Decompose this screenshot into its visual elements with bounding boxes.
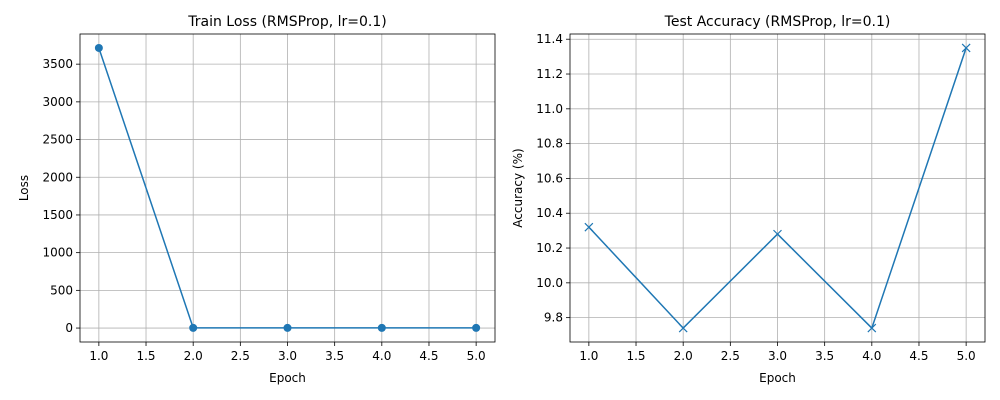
loss-point-3 — [377, 323, 386, 332]
acc-point-3 — [867, 323, 877, 333]
acc-ytick-label-4: 10.6 — [536, 171, 563, 185]
test-accuracy-chart: 1.0 1.5 2.0 2.5 3.0 3.5 4.0 4.5 5.0 9.8 10.0 10.2 10… — [511, 14, 986, 385]
loss-point-2 — [283, 323, 292, 332]
loss-y-axis-label: Loss — [17, 175, 31, 201]
acc-point-4 — [961, 43, 971, 53]
loss-ytick-label-3: 1500 — [42, 208, 73, 222]
loss-xtick-label-8: 5.0 — [467, 349, 486, 363]
loss-ytick-label-6: 3000 — [42, 95, 73, 109]
loss-xtick-label-5: 3.5 — [325, 349, 344, 363]
loss-ytick-label-1: 500 — [50, 283, 73, 297]
acc-point-2 — [773, 229, 782, 239]
acc-chart-title: Test Accuracy (RMSProp, lr=0.1) — [664, 14, 891, 30]
acc-ytick-label-0: 9.8 — [544, 311, 563, 325]
loss-xtick-label-1: 1.5 — [136, 349, 155, 363]
acc-point-1 — [678, 323, 688, 333]
loss-point-0 — [94, 43, 103, 52]
acc-xtick-label-8: 5.0 — [957, 349, 976, 363]
loss-xtick-label-3: 2.5 — [231, 349, 250, 363]
acc-ytick-label-3: 10.4 — [536, 206, 563, 220]
loss-ytick-label-2: 1000 — [42, 246, 73, 260]
acc-ytick-label-1: 10.0 — [536, 276, 563, 290]
acc-x-axis-label: Epoch — [759, 371, 796, 385]
loss-xtick-label-0: 1.0 — [89, 349, 108, 363]
acc-xtick-label-1: 1.5 — [626, 349, 645, 363]
loss-ytick-label-7: 3500 — [42, 57, 73, 71]
acc-xtick-label-7: 4.5 — [909, 349, 928, 363]
loss-xtick-label-6: 4.0 — [372, 349, 391, 363]
acc-xtick-label-5: 3.5 — [815, 349, 834, 363]
loss-x-axis-label: Epoch — [269, 371, 306, 385]
loss-ytick-label-4: 2000 — [42, 170, 73, 184]
acc-y-axis-label: Accuracy (%) — [511, 148, 525, 227]
loss-xtick-label-7: 4.5 — [419, 349, 438, 363]
acc-ytick-label-8: 11.4 — [536, 32, 563, 46]
loss-xtick-label-2: 2.0 — [184, 349, 203, 363]
acc-ytick-label-7: 11.2 — [536, 67, 563, 81]
acc-point-0 — [584, 222, 594, 232]
acc-ytick-label-5: 10.8 — [536, 137, 563, 151]
loss-ytick-label-5: 2500 — [42, 133, 73, 147]
acc-ytick-label-2: 10.2 — [536, 241, 563, 255]
loss-point-4 — [472, 323, 481, 332]
acc-xtick-label-2: 2.0 — [674, 349, 693, 363]
loss-chart-title: Train Loss (RMSProp, lr=0.1) — [187, 14, 386, 30]
acc-ytick-label-6: 11.0 — [536, 102, 563, 116]
acc-xtick-label-3: 2.5 — [721, 349, 740, 363]
loss-point-1 — [189, 323, 198, 332]
acc-xtick-label-6: 4.0 — [862, 349, 881, 363]
acc-xtick-label-0: 1.0 — [579, 349, 598, 363]
train-loss-chart: 1.0 1.5 2.0 2.5 3.0 3.5 4.0 4.5 5.0 0 500 1000 1500 2… — [17, 14, 496, 385]
loss-xtick-label-4: 3.0 — [278, 349, 297, 363]
loss-ytick-label-0: 0 — [65, 321, 73, 335]
acc-xtick-label-4: 3.0 — [768, 349, 787, 363]
